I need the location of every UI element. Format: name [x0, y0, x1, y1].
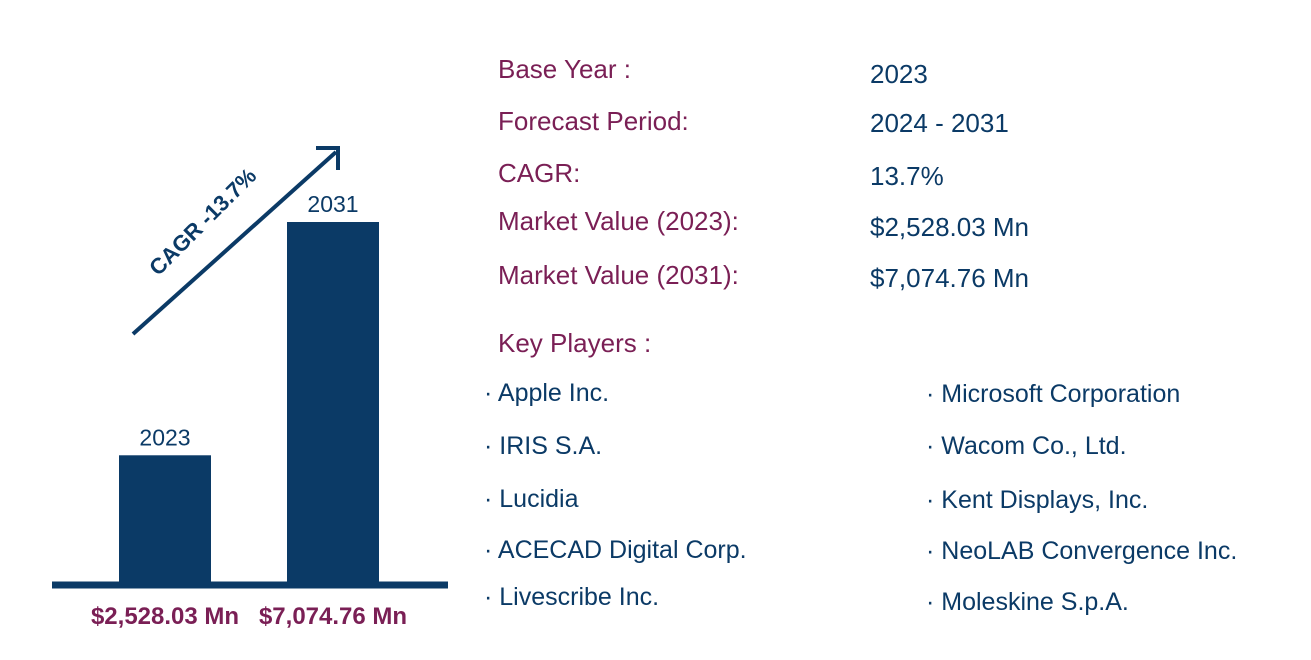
key-player-left-5: · Livescribe Inc.	[484, 583, 660, 611]
bar-2023	[119, 455, 211, 585]
forecast-period-value: 2024 - 2031	[870, 108, 1009, 138]
key-player-right-1: · Microsoft Corporation	[926, 380, 1181, 408]
key-player-left-3: · Lucidia	[484, 485, 579, 513]
key-player-left-2: · IRIS S.A.	[484, 432, 603, 460]
market-value-2031-label: Market Value (2031):	[498, 260, 739, 290]
key-player-left-4: · ACECAD Digital Corp.	[484, 536, 747, 564]
key-player-left-1: · Apple Inc.	[484, 379, 610, 407]
market-bar-chart: 2023 $2,528.03 Mn 2031 $7,074.76 Mn CAGR -13…	[52, 146, 448, 630]
bar-value-label-2023: $2,528.03 Mn	[91, 603, 239, 630]
cagr-annotation: CAGR -13.7%	[144, 163, 261, 280]
cagr-arrow-head	[316, 146, 340, 170]
market-value-2023-value: $2,528.03 Mn	[870, 212, 1030, 242]
market-value-2023-label: Market Value (2023):	[498, 206, 739, 236]
cagr-value: 13.7%	[870, 161, 944, 191]
bar-2031	[287, 222, 379, 585]
base-year-value: 2023	[870, 59, 928, 89]
key-player-right-4: · NeoLAB Convergence Inc.	[926, 537, 1238, 565]
bar-value-label-2031: $7,074.76 Mn	[259, 603, 407, 630]
base-year-label: Base Year :	[498, 54, 631, 84]
forecast-period-label: Forecast Period:	[498, 106, 689, 136]
key-players-label: Key Players :	[498, 328, 652, 358]
cagr-label: CAGR:	[498, 158, 581, 188]
cagr-arrow-line	[131, 150, 338, 336]
key-player-right-5: · Moleskine S.p.A.	[926, 588, 1129, 616]
key-player-right-2: · Wacom Co., Ltd.	[926, 432, 1127, 460]
bar-year-label-2031: 2031	[307, 191, 358, 217]
market-value-2031-value: $7,074.76 Mn	[870, 263, 1030, 293]
bar-year-label-2023: 2023	[139, 424, 190, 450]
key-player-right-3: · Kent Displays, Inc.	[926, 486, 1149, 514]
